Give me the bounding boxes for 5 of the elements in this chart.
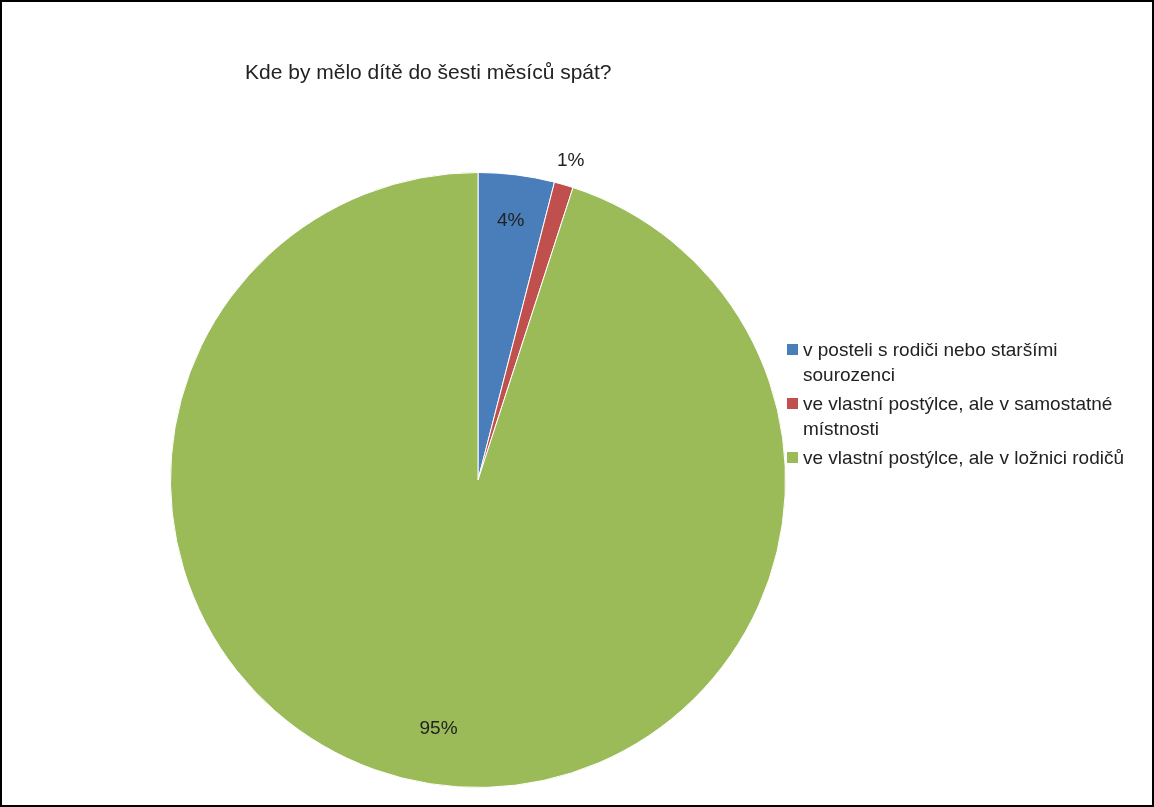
legend-label: ve vlastní postýlce, ale v ložnici rodičů (803, 446, 1125, 470)
data-label: 95% (419, 717, 458, 739)
data-label: 4% (497, 208, 525, 230)
chart-title: Kde by mělo dítě do šesti měsíců spát? (245, 60, 612, 84)
data-label: 1% (556, 149, 585, 171)
